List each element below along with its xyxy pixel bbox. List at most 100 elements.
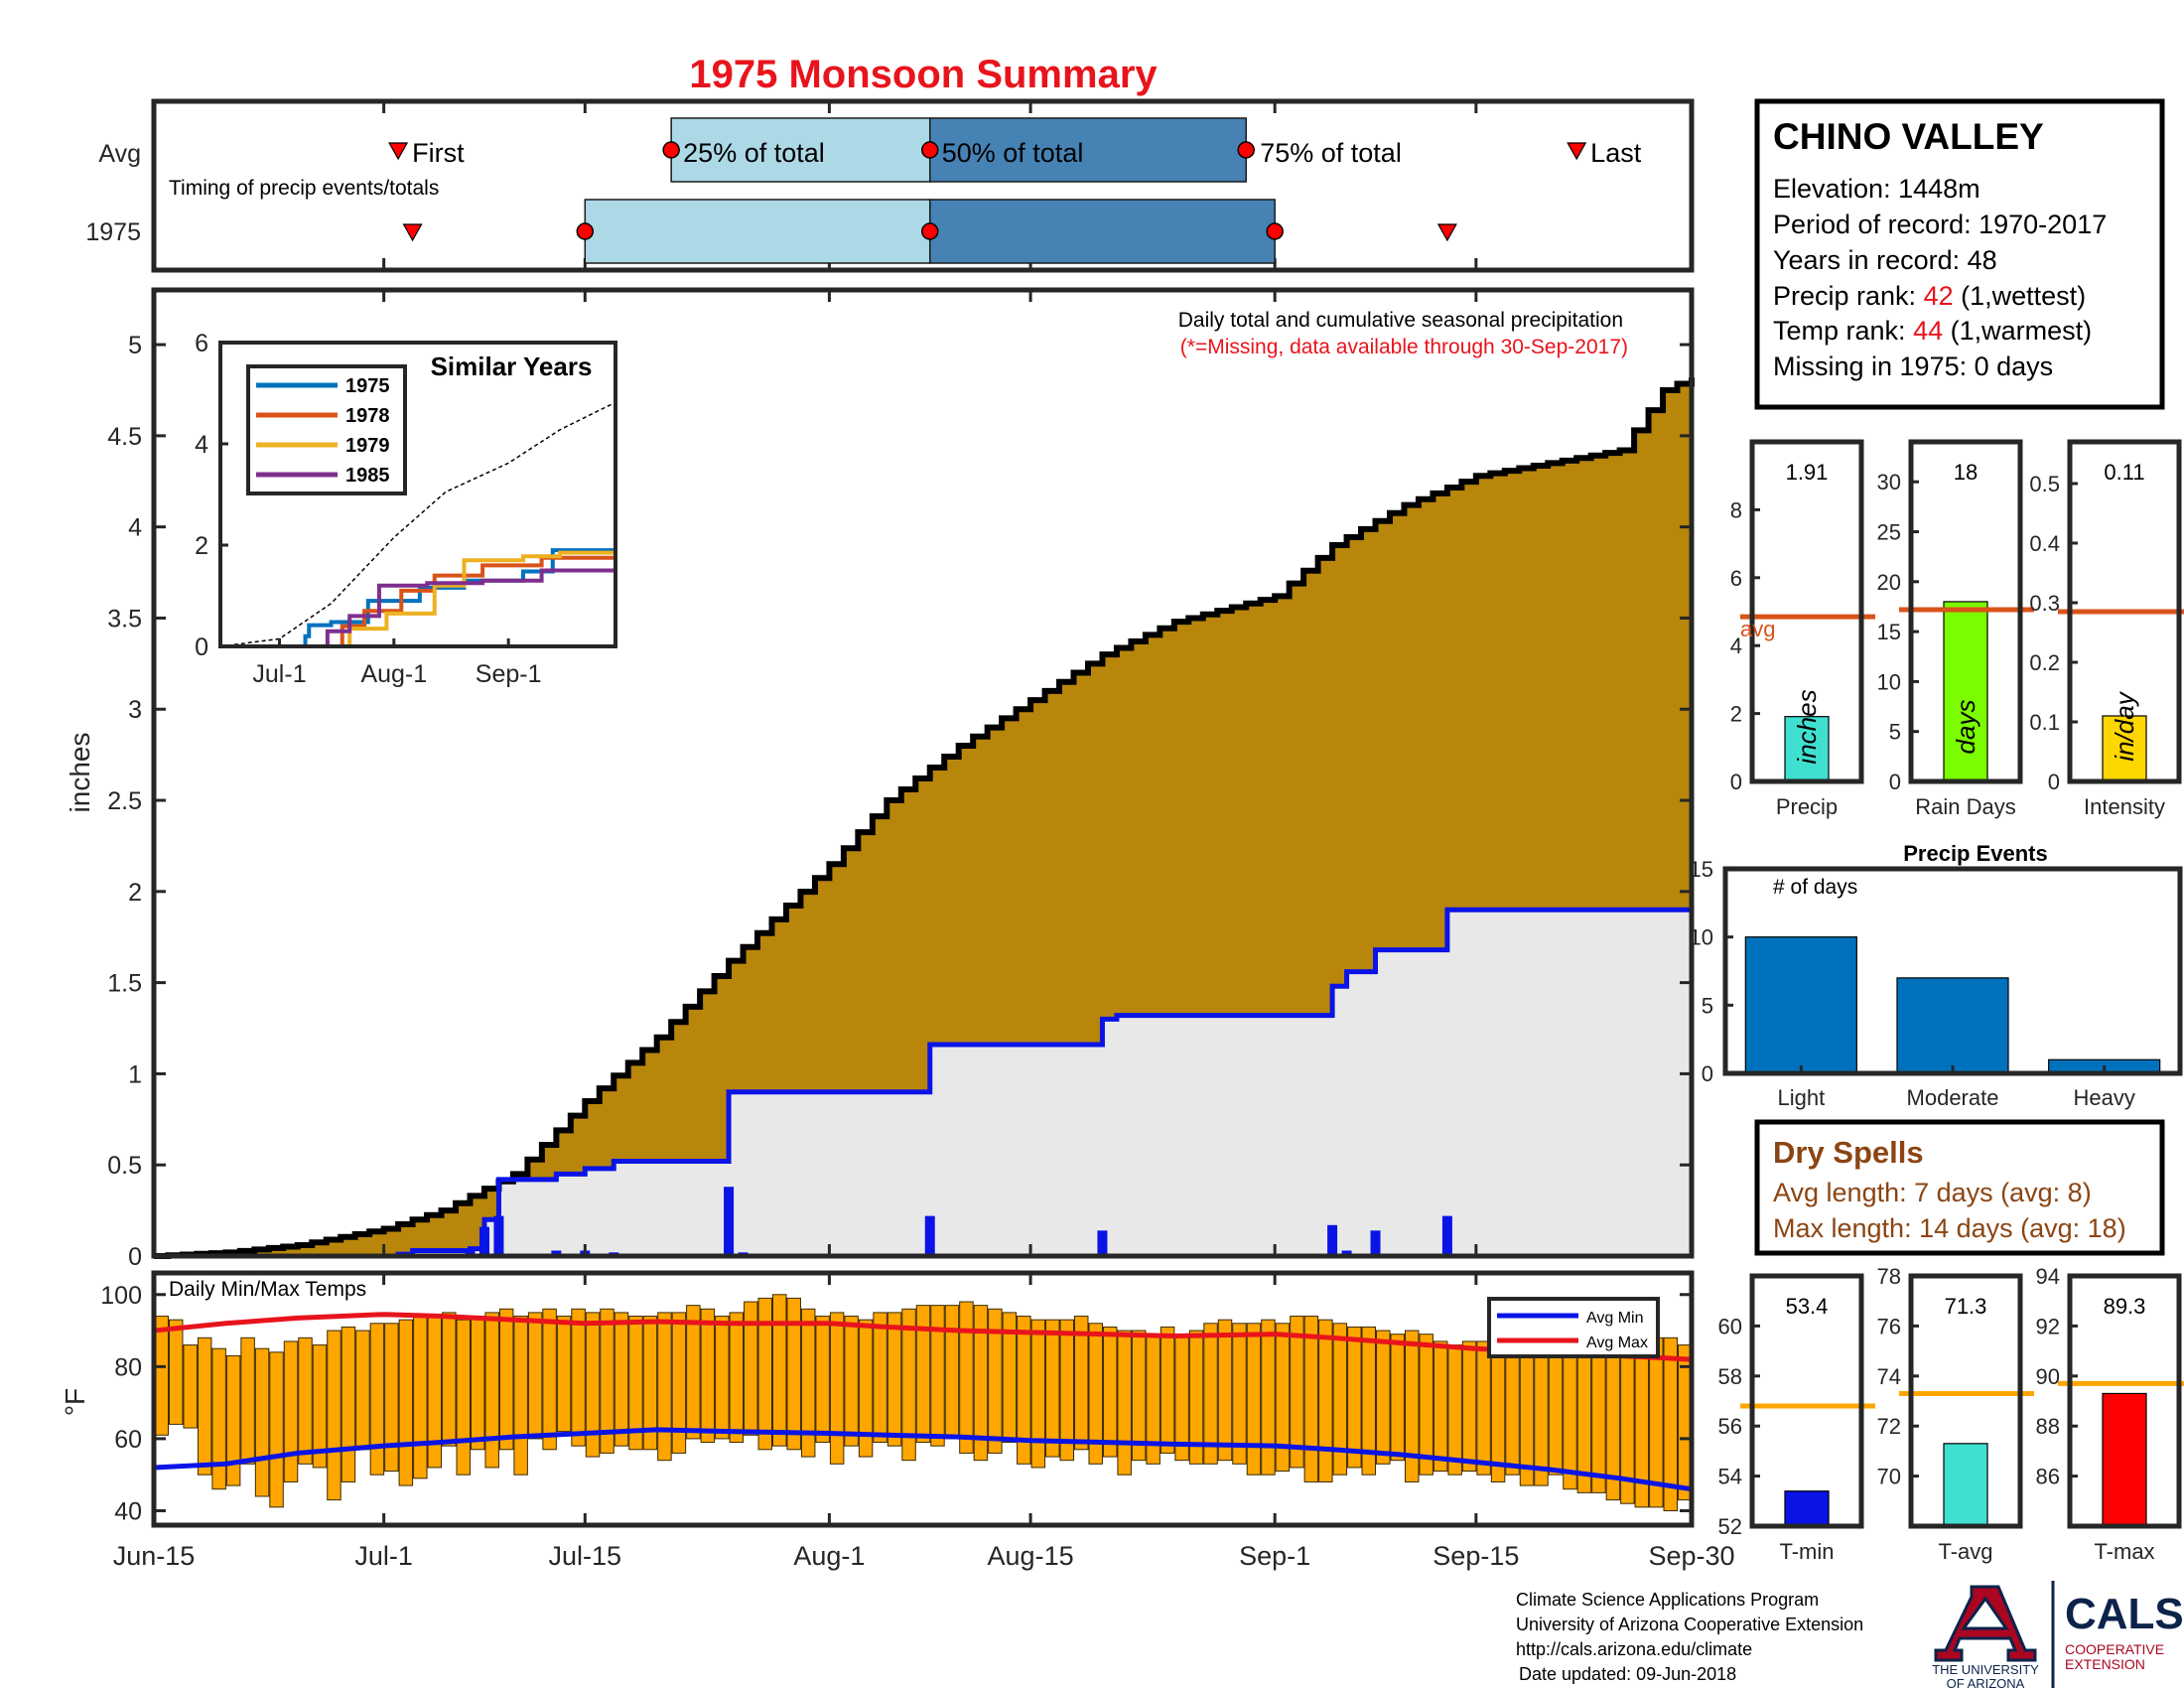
legend-avg-min: Avg Min <box>1586 1310 1644 1327</box>
t-max-y-tick-label: 92 <box>2036 1314 2060 1338</box>
temp-range-bar <box>1433 1340 1448 1473</box>
main-y-tick-label: 4 <box>128 514 142 542</box>
temp-range-bar <box>873 1312 887 1444</box>
intensity-y-tick-label: 0 <box>2048 770 2060 794</box>
t-max-mini-chart: 86 88 90 92 94 89.3 T-max <box>2036 1264 2184 1564</box>
inset-series-line <box>220 548 615 648</box>
main-y-tick-label: 4.5 <box>107 423 142 451</box>
avg-min-line <box>153 1427 1693 1492</box>
temps-title: Daily Min/Max Temps <box>169 1278 366 1301</box>
temp-range-bar <box>240 1336 255 1465</box>
temp-range-bar <box>355 1330 370 1451</box>
temp-range-bar <box>1174 1334 1189 1462</box>
inset-y-tick-label: 0 <box>195 633 208 661</box>
temp-range-bar <box>1461 1340 1477 1473</box>
temp-range-bar <box>154 1316 169 1436</box>
intensity-y-tick-label: 0.1 <box>2029 710 2060 735</box>
temp-range-bar <box>1088 1323 1103 1465</box>
temp-range-bar <box>398 1319 414 1486</box>
temp-range-bar <box>614 1312 629 1447</box>
precip-total-y-tick-label: 2 <box>1730 702 1742 727</box>
quartile-dot <box>1266 222 1284 240</box>
daily-precip-bar <box>493 1215 504 1256</box>
temp-range-bar <box>1261 1319 1276 1476</box>
main-y-tick-label: 0.5 <box>107 1152 142 1180</box>
temp-range-bar <box>456 1319 471 1476</box>
temp-range-bar <box>341 1326 356 1482</box>
main-y-tick-label: 0 <box>128 1243 142 1271</box>
temp-range-bar <box>470 1316 485 1451</box>
inset-y-tick-label: 4 <box>195 431 208 459</box>
intensity-value-label: 0.11 <box>2104 460 2144 485</box>
temp-range-bar <box>944 1305 960 1440</box>
temp-range-bar <box>1275 1323 1291 1473</box>
temp-range-bar <box>786 1297 801 1451</box>
footer: Climate Science Applications Program Uni… <box>1516 1590 1863 1684</box>
t-min-category-label: T-min <box>1780 1539 1835 1564</box>
temp-range-bar <box>757 1297 772 1451</box>
cumulative-precip-panel: 0 0.5 1 1.5 2 2.5 3 3.5 4 4.5 5 inches Daily total… <box>65 287 1695 1271</box>
temp-range-bar <box>312 1344 328 1469</box>
temp-range-bar <box>887 1312 902 1447</box>
main-y-tick-label: 3.5 <box>107 605 142 633</box>
station-info: CHINO VALLEY Elevation: 1448m Period of … <box>1754 98 2165 410</box>
inset-series-line <box>220 565 617 648</box>
temp-range-bar <box>442 1312 457 1447</box>
quartile-dot <box>576 222 595 240</box>
temp-range-bar <box>513 1316 528 1476</box>
rain-days-y-tick-label: 15 <box>1877 620 1901 644</box>
temp-range-bar <box>959 1301 974 1454</box>
temp-range-bar <box>254 1347 270 1497</box>
temp-range-bar <box>556 1316 572 1433</box>
inset-legend-label: 1979 <box>345 435 390 457</box>
t-avg-bar <box>1943 1443 1988 1527</box>
timing-q25-label: 25% of total <box>683 138 825 168</box>
precip-total-mini-chart: 0 2 4 6 8 1.91 Precip inches avg <box>1730 439 1875 819</box>
x-tick-label: Jul-1 <box>354 1541 413 1571</box>
inset-series-line <box>220 550 615 648</box>
precip-events-panel: Precip Events Light Moderate Heavy 0 5 10 15 #… <box>1690 841 2183 1110</box>
temp-range-bar <box>1347 1326 1362 1469</box>
temp-range-bar <box>1102 1326 1118 1458</box>
daily-precip-bar <box>478 1226 489 1256</box>
station-name: CHINO VALLEY <box>1773 116 2044 157</box>
t-max-value-label: 89.3 <box>2104 1294 2146 1319</box>
precip-event-bar <box>1744 936 1857 1074</box>
temp-range-bar <box>298 1336 313 1465</box>
temp-range-bar <box>1591 1344 1606 1493</box>
station-missing: Missing in 1975: 0 days <box>1773 352 2053 381</box>
rain-days-y-tick-label: 10 <box>1877 669 1901 694</box>
rain-days-bar <box>1943 601 1988 782</box>
intensity-unit-label: in/day <box>2110 690 2139 761</box>
daily-precip-bar <box>1327 1224 1338 1256</box>
daily-precip-bar <box>1097 1230 1108 1256</box>
station-years: Years in record: 48 <box>1773 245 1997 275</box>
precip-event-category-label: Light <box>1777 1085 1825 1110</box>
temp-range-bar <box>686 1305 701 1440</box>
rain-days-unit-label: days <box>1951 700 1980 755</box>
daily-precip-bar <box>724 1187 735 1256</box>
temp-range-bar <box>1059 1319 1075 1462</box>
inset-x-tick-label: Aug-1 <box>360 660 427 688</box>
t-avg-y-tick-label: 78 <box>1877 1264 1901 1289</box>
temp-range-bar <box>1390 1334 1405 1462</box>
quartile-dot <box>662 141 680 159</box>
t-min-mini-chart: 52 54 56 58 60 53.4 T-min <box>1718 1273 1875 1564</box>
temp-range-bar <box>183 1344 198 1429</box>
quartile-dot <box>920 222 939 240</box>
precip-total-value-label: 1.91 <box>1786 460 1829 485</box>
t-max-y-tick-label: 88 <box>2036 1414 2060 1439</box>
intensity-bar <box>2102 715 2147 782</box>
temp-range-bar <box>901 1308 916 1462</box>
t-min-y-tick-label: 52 <box>1718 1514 1742 1539</box>
temp-range-bar <box>600 1308 614 1454</box>
date-axis: Jun-15 Jul-1 Jul-15 Aug-1 Aug-15 Sep-1 Sep-15 S… <box>113 1273 1735 1571</box>
temp-range-bar <box>585 1312 601 1458</box>
x-tick-label: Jun-15 <box>113 1541 196 1571</box>
main-y-tick-label: 3 <box>128 696 142 724</box>
t-min-y-tick-label: 56 <box>1718 1414 1742 1439</box>
intensity-y-tick-label: 0.4 <box>2029 531 2060 556</box>
temp-range-bar <box>1419 1334 1433 1476</box>
precip-total-y-tick-label: 0 <box>1730 770 1742 794</box>
